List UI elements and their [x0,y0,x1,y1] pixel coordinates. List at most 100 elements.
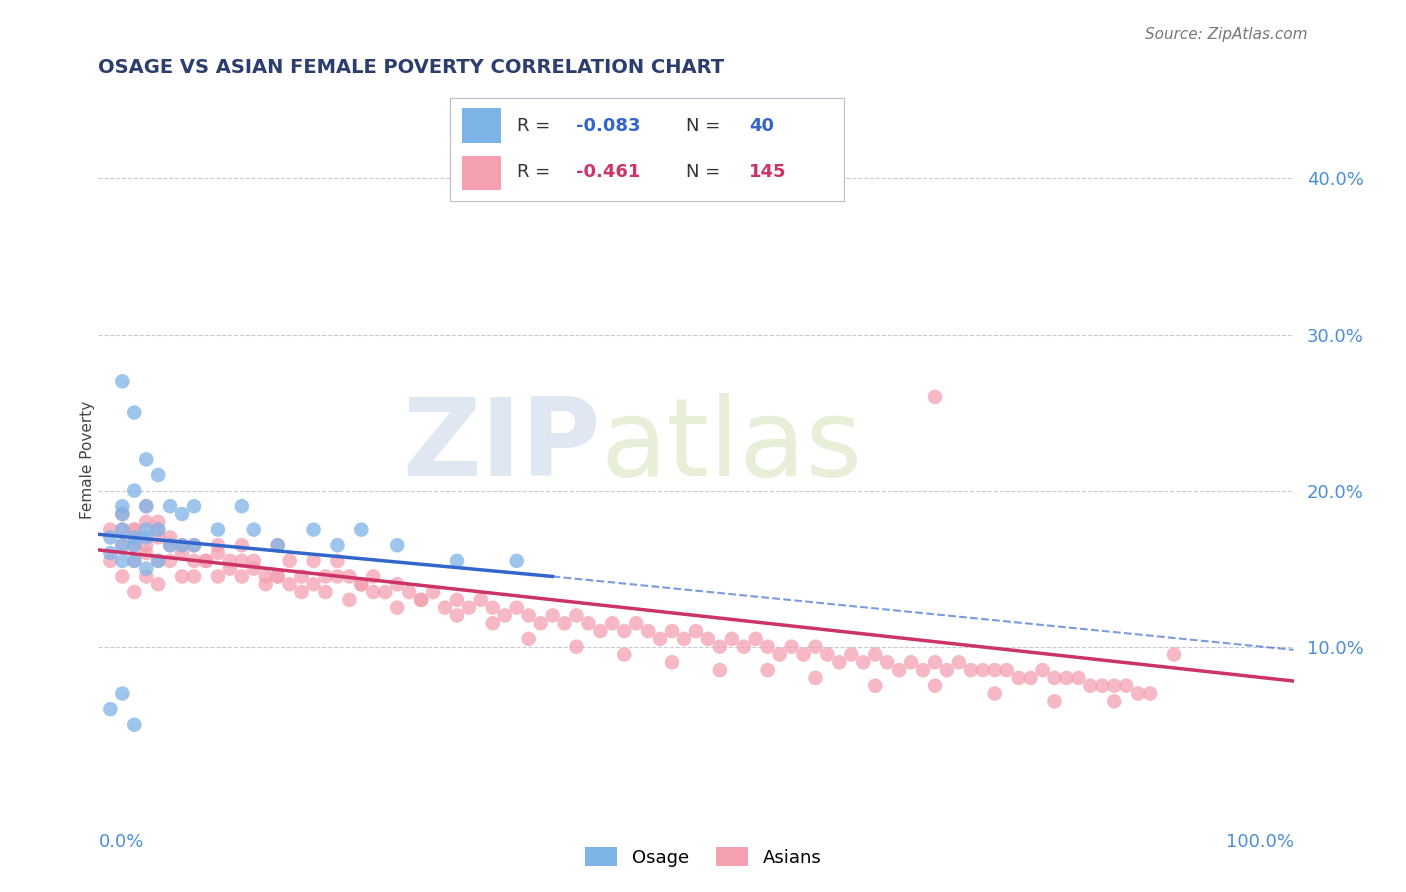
Point [207,538,229,552]
Point [278,554,301,568]
Text: Source: ZipAtlas.com: Source: ZipAtlas.com [1144,27,1308,42]
Point [841,648,863,662]
Point [433,600,456,615]
Point [589,624,612,639]
Point [709,640,731,654]
Point [446,592,468,607]
Point [243,562,266,576]
Point [291,569,314,583]
Point [446,554,468,568]
Point [350,523,373,537]
Point [98,523,122,537]
Point [565,608,588,623]
Point [1043,671,1066,685]
Point [183,554,205,568]
Point [780,640,803,654]
Point [124,523,146,537]
Point [339,569,360,583]
Point [1102,694,1125,708]
Point [326,569,349,583]
Point [135,500,157,514]
Point [148,523,170,537]
Point [815,648,838,662]
Point [159,530,181,544]
Point [135,523,157,537]
Point [231,569,253,583]
Text: 40: 40 [749,117,775,135]
Point [183,569,205,583]
Point [267,538,290,552]
Point [326,554,349,568]
Point [1067,671,1090,685]
Point [936,663,959,677]
Point [709,663,731,677]
Point [613,624,636,639]
Point [626,616,648,631]
Point [111,375,134,389]
Point [1043,694,1066,708]
Point [411,592,433,607]
Point [924,390,946,404]
Point [159,554,181,568]
Point [183,538,205,552]
Point [924,679,946,693]
Point [254,569,277,583]
Point [135,500,157,514]
Point [481,600,505,615]
Point [111,507,134,521]
Point [124,585,146,599]
Point [135,546,157,560]
Point [148,468,170,483]
Point [972,663,994,677]
Point [267,569,290,583]
Point [385,538,409,552]
Point [159,500,181,514]
Point [385,577,409,591]
Point [828,655,851,669]
Text: OSAGE VS ASIAN FEMALE POVERTY CORRELATION CHART: OSAGE VS ASIAN FEMALE POVERTY CORRELATIO… [98,58,724,77]
Point [135,562,157,576]
Point [243,554,266,568]
Point [876,655,898,669]
Point [948,655,970,669]
Point [804,640,827,654]
Point [363,569,385,583]
Point [111,500,134,514]
Point [219,562,242,576]
Point [172,538,194,552]
Point [1128,687,1150,701]
Point [135,530,157,544]
Point [302,577,325,591]
Point [291,585,314,599]
Text: 0.0%: 0.0% [98,833,143,851]
Point [637,624,659,639]
Point [111,507,134,521]
Point [458,600,481,615]
Point [984,663,1007,677]
Point [183,538,205,552]
Point [148,554,170,568]
Point [1139,687,1161,701]
Point [576,616,599,631]
Text: N =: N = [686,163,725,181]
Point [302,523,325,537]
Point [111,687,134,701]
Point [124,483,146,498]
Point [661,624,683,639]
Point [1080,679,1102,693]
Point [326,538,349,552]
Point [804,671,827,685]
Point [124,554,146,568]
Point [148,554,170,568]
Legend: Osage, Asians: Osage, Asians [578,840,828,874]
Point [267,538,290,552]
Text: R =: R = [517,117,555,135]
Point [446,608,468,623]
Point [852,655,875,669]
Point [148,577,170,591]
Point [172,569,194,583]
Point [517,608,540,623]
Bar [461,155,501,190]
Point [183,500,205,514]
Point [231,500,253,514]
